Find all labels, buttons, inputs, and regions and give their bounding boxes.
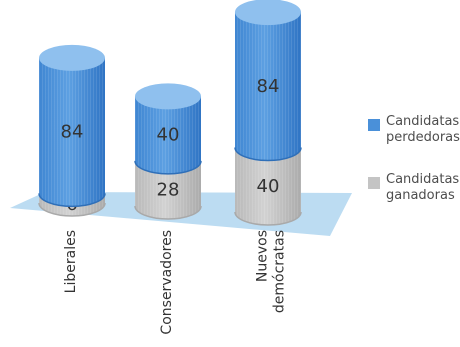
data-label: 40 — [157, 125, 180, 146]
legend: Candidatas perdedoras Candidatas ganador… — [368, 114, 460, 230]
bar-top-cap — [135, 83, 201, 110]
bar-rim — [234, 147, 302, 162]
bar-group-1: 28 40 — [134, 83, 202, 220]
category-label-0: Liberales — [63, 230, 79, 293]
data-label: 40 — [257, 176, 280, 197]
tick-label: demócratas — [272, 230, 288, 313]
bar-rim — [38, 193, 106, 208]
legend-label-line2: ganadoras — [386, 188, 455, 203]
bar-top-cap — [39, 44, 105, 71]
legend-item-ganadoras: Candidatas ganadoras — [368, 172, 460, 204]
bar-texture — [235, 12, 301, 161]
square-swatch-icon — [368, 177, 380, 189]
data-label: 84 — [257, 76, 280, 97]
bar-rim — [134, 160, 202, 175]
tick-label: Nuevos — [255, 230, 271, 282]
tick-label: Conservadores — [159, 230, 175, 335]
data-label: 28 — [157, 179, 180, 200]
bar-rim — [234, 211, 302, 226]
bar-rim — [38, 202, 106, 217]
legend-item-perdedoras: Candidatas perdedoras — [368, 114, 460, 146]
bar-texture — [39, 57, 105, 207]
data-label: 84 — [61, 122, 84, 143]
legend-label-line1: Candidatas — [386, 114, 460, 129]
bar-group-2: 40 84 — [234, 0, 302, 226]
legend-label-line1: Candidatas — [386, 172, 460, 187]
bar-texture — [235, 147, 301, 225]
bar-texture — [135, 96, 201, 174]
legend-label-line2: perdedoras — [386, 130, 460, 145]
square-swatch-icon — [368, 119, 380, 131]
bar-top-cap — [235, 0, 301, 26]
bar-texture — [135, 160, 201, 219]
category-label-2: Nuevos demócratas — [255, 230, 288, 313]
tick-label: Liberales — [63, 230, 79, 293]
category-label-1: Conservadores — [159, 230, 175, 335]
bar-rim — [134, 205, 202, 220]
bar-group-0: 684 — [38, 44, 106, 217]
